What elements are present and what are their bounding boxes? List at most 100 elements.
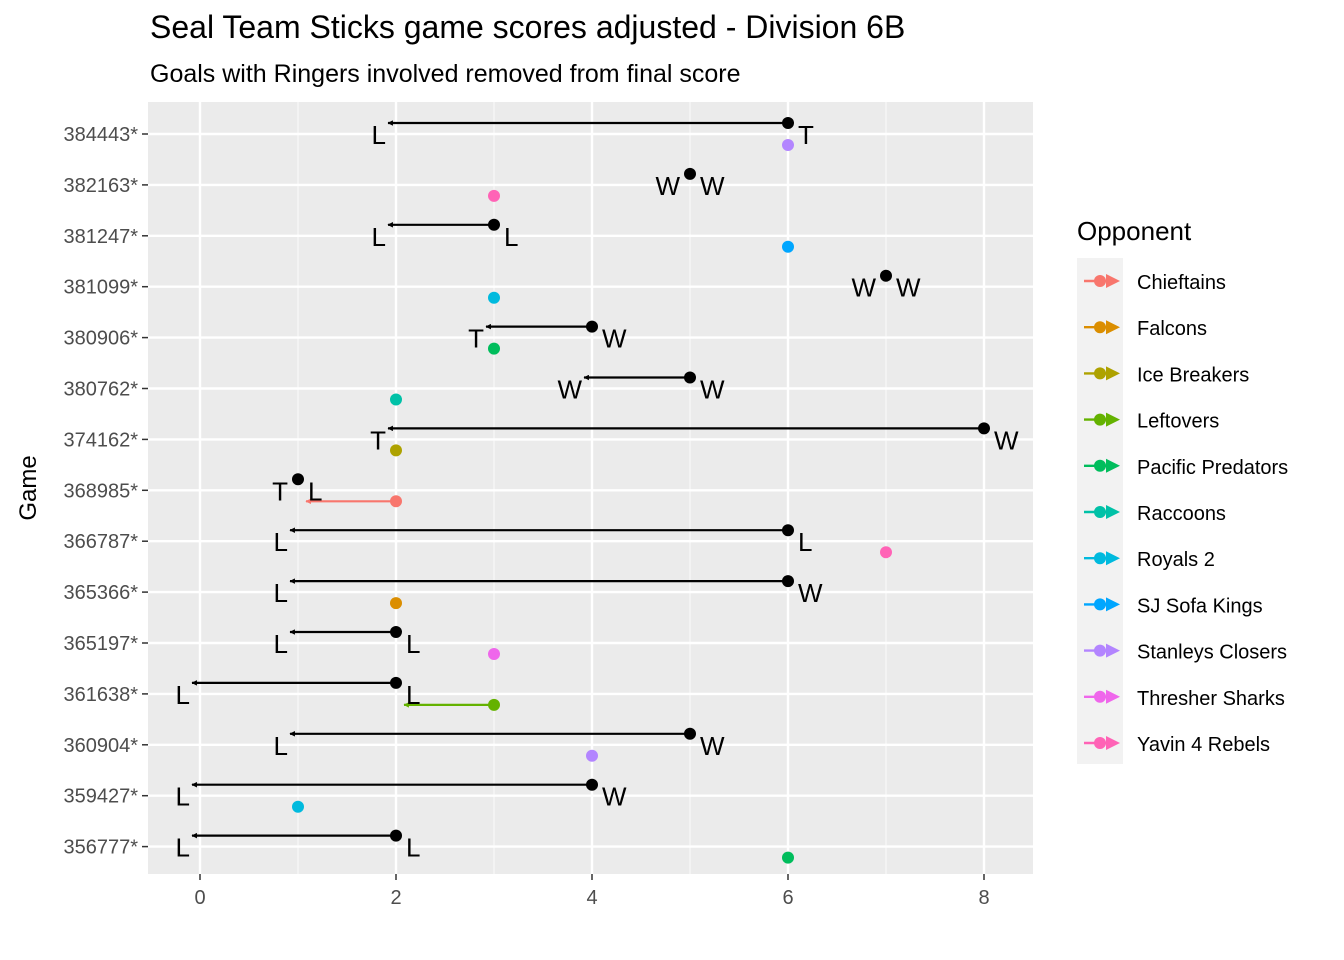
legend-key-arrowhead (1106, 366, 1120, 381)
legend-key-arrowhead (1106, 689, 1120, 704)
legend-key-point (1094, 321, 1106, 334)
adjusted-result-label: T (370, 425, 386, 455)
y-tick-label: 368985* (63, 480, 138, 502)
opponent-score-point (488, 342, 500, 355)
original-result-label: W (994, 425, 1019, 455)
y-axis-ticks: 384443* 382163* 381247* 381099* 380906* 38076… (63, 124, 148, 859)
legend-key-arrowhead (1106, 274, 1120, 288)
legend-item-label: Stanleys Closers (1137, 642, 1287, 664)
legend-key-arrowhead (1106, 320, 1120, 335)
y-tick-label: 361638* (63, 684, 138, 706)
legend-key-arrowhead (1106, 458, 1120, 473)
x-tick-label: 0 (194, 887, 205, 909)
legend-key-arrowhead (1106, 551, 1120, 566)
y-tick-label: 382163* (63, 175, 138, 197)
legend-item-label: Royals 2 (1137, 549, 1215, 571)
legend-item-label: Yavin 4 Rebels (1137, 734, 1270, 756)
major-gridlines (148, 102, 1033, 874)
legend-item-label: SJ Sofa Kings (1137, 595, 1263, 617)
original-result-label: L (798, 527, 812, 557)
y-tick-label: 365366* (63, 582, 138, 604)
team-score-point (684, 371, 696, 384)
team-score-point (488, 218, 500, 231)
legend-item-label: Leftovers (1137, 411, 1219, 433)
original-result-label: W (602, 324, 627, 354)
original-result-label: L (308, 476, 322, 506)
team-score-point (880, 269, 892, 282)
team-score-point (684, 727, 696, 740)
team-score-point (978, 422, 990, 435)
opponent-score-point (782, 851, 794, 864)
legend-item-label: Ice Breakers (1137, 364, 1249, 386)
legend-key-point (1094, 644, 1106, 657)
adjusted-result-label: W (851, 273, 876, 303)
legend-key-point (1094, 413, 1106, 426)
original-result-label: W (602, 782, 627, 812)
opponent-score-point (390, 393, 402, 406)
adjusted-result-label: L (274, 731, 288, 761)
adjusted-result-label: L (274, 578, 288, 608)
adjusted-result-label: W (655, 171, 680, 201)
y-tick-label: 380762* (63, 379, 138, 401)
team-score-point (390, 676, 402, 689)
opponent-score-point (880, 546, 892, 559)
x-axis-ticks: 0 2 4 6 8 (194, 874, 990, 909)
opponent-score-point (488, 698, 500, 711)
legend-key-point (1094, 506, 1106, 518)
y-tick-label: 381099* (63, 277, 138, 299)
chart-title: Seal Team Sticks game scores adjusted - … (150, 9, 905, 45)
legend-key-arrowhead (1106, 597, 1120, 612)
legend-key-point (1094, 690, 1106, 703)
original-result-label: W (700, 171, 725, 201)
team-score-point (782, 575, 794, 588)
y-tick-label: 374162* (63, 429, 138, 451)
y-tick-label: 365197* (63, 633, 138, 655)
y-tick-label: 380906* (63, 328, 138, 350)
team-score-point (782, 117, 794, 129)
y-tick-label: 360904* (63, 735, 138, 757)
original-result-label: W (700, 375, 725, 405)
opponent-score-point (390, 444, 402, 457)
legend-key-point (1094, 367, 1106, 380)
adjusted-result-label: L (176, 782, 190, 812)
legend-key-point (1094, 552, 1106, 565)
adjusted-result-label: L (274, 527, 288, 557)
legend-item-label: Raccoons (1137, 503, 1226, 525)
opponent-score-point (292, 800, 304, 813)
y-tick-label: 366787* (63, 531, 138, 553)
y-tick-label: 356777* (63, 837, 138, 859)
team-score-layer (191, 117, 990, 842)
opponent-score-point (782, 139, 794, 151)
team-score-point (586, 320, 598, 333)
team-score-point (782, 524, 794, 537)
legend-key-arrowhead (1106, 412, 1120, 427)
legend-item-label: Thresher Sharks (1137, 688, 1285, 710)
opponent-score-point (488, 189, 500, 202)
x-tick-label: 8 (978, 887, 989, 909)
original-result-label: L (406, 629, 420, 659)
y-tick-label: 384443* (63, 124, 138, 146)
legend-item-label: Falcons (1137, 318, 1207, 340)
legend-key-arrowhead (1106, 505, 1120, 519)
opponent-score-point (488, 291, 500, 304)
original-result-label: W (700, 731, 725, 761)
team-score-point (390, 626, 402, 638)
original-result-label: L (406, 680, 420, 710)
legend-key-arrowhead (1106, 643, 1120, 658)
opponent-score-layer (292, 139, 892, 864)
legend-key-point (1094, 737, 1106, 749)
team-score-point (684, 167, 696, 180)
opponent-score-point (782, 240, 794, 253)
legend-key-point (1094, 598, 1106, 611)
legend-key-point (1094, 459, 1106, 472)
original-result-label: L (504, 222, 518, 252)
legend-item-label: Pacific Predators (1137, 457, 1288, 479)
adjusted-result-label: T (468, 324, 484, 354)
original-result-label: W (896, 273, 921, 303)
adjusted-result-label: L (176, 833, 190, 863)
legend: Opponent Chieftains Falcons Ice Breakers Le… (1077, 216, 1288, 764)
original-result-label: L (406, 833, 420, 863)
team-score-point (586, 778, 598, 791)
adjusted-result-label: L (372, 120, 386, 150)
